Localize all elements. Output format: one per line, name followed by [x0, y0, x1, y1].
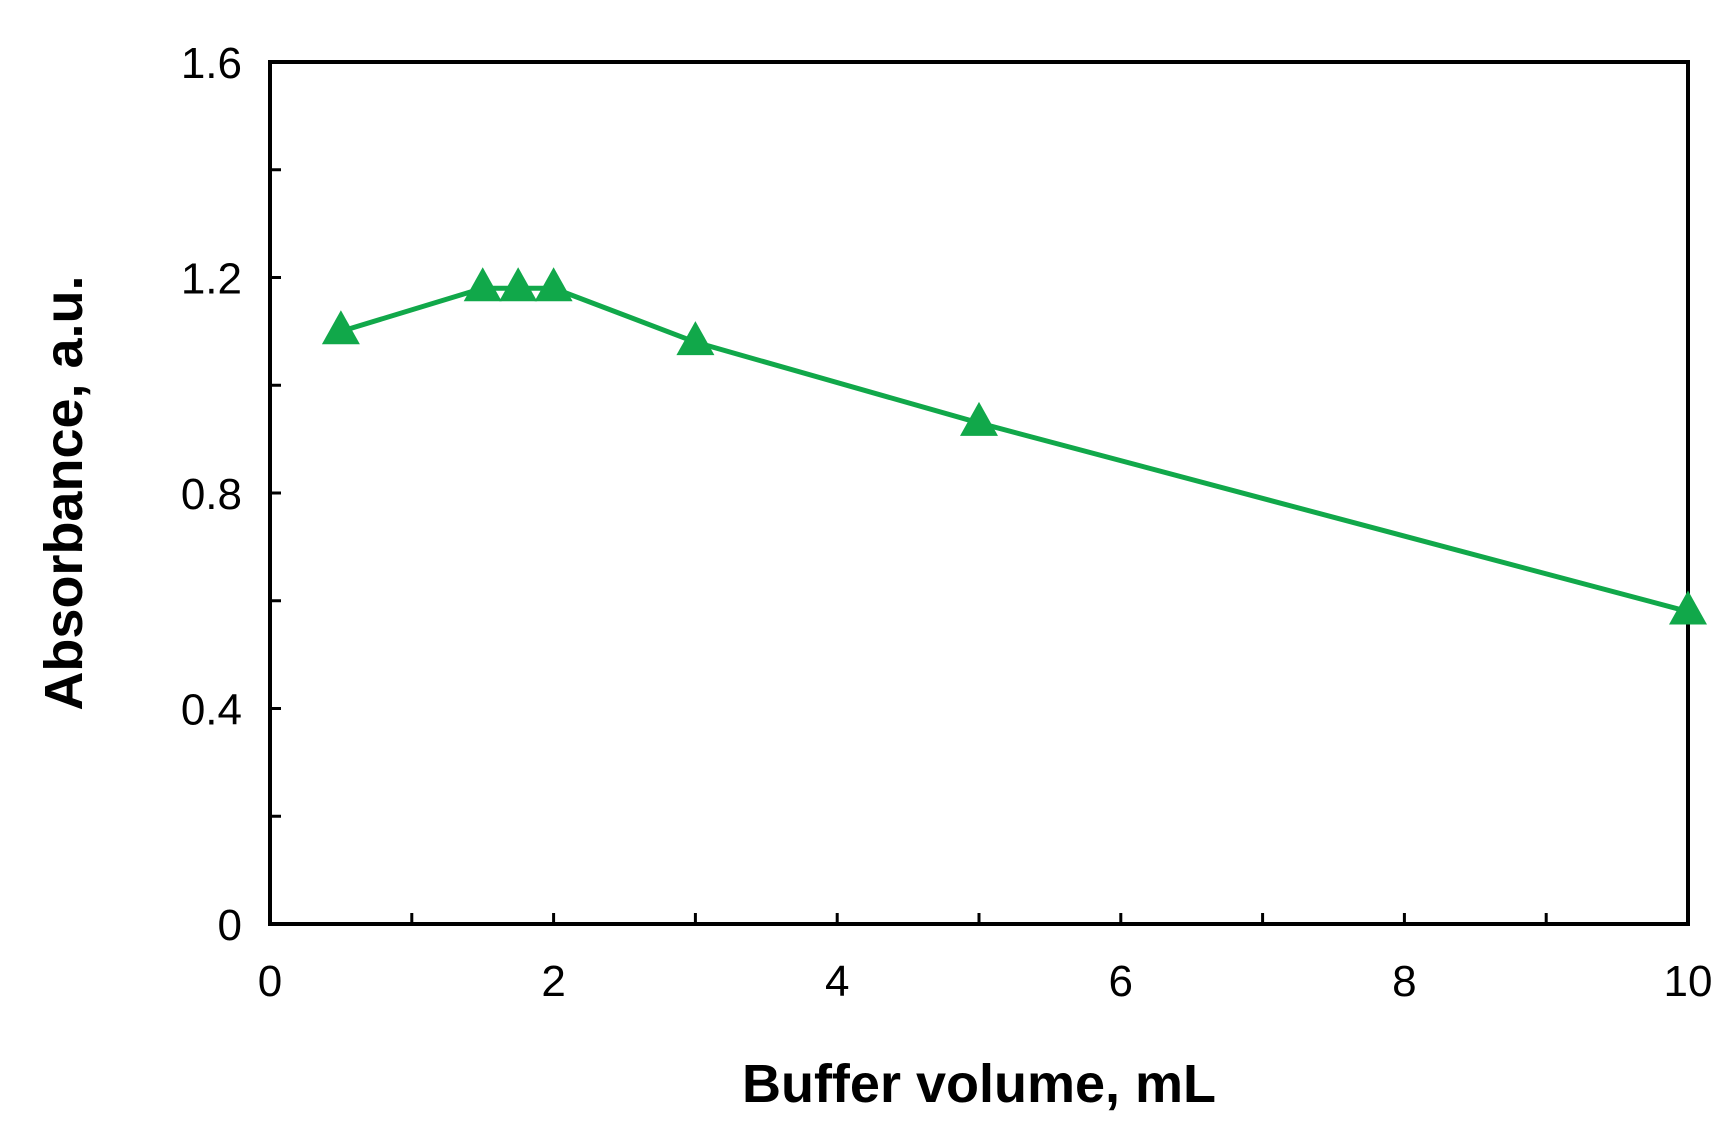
- data-point-triangle: [1669, 590, 1707, 625]
- y-tick-label: 1.2: [181, 255, 242, 304]
- x-tick-label: 6: [1109, 957, 1133, 1006]
- series-group: [321, 267, 1707, 625]
- y-tick-label: 1.6: [181, 39, 242, 88]
- tick-labels: 0 2 4 6 8 10 0 0.4 0.8 1.2 1.6: [181, 39, 1713, 1006]
- y-tick-label: 0.4: [181, 686, 242, 735]
- data-point-triangle: [960, 401, 998, 436]
- y-tick-label: 0.8: [181, 470, 242, 519]
- x-axis-title: Buffer volume, mL: [742, 1054, 1216, 1114]
- x-tick-label: 10: [1664, 957, 1713, 1006]
- y-tick-label: 0: [218, 901, 242, 950]
- x-tick-label: 0: [258, 957, 282, 1006]
- x-tick-label: 2: [541, 957, 565, 1006]
- data-point-triangle: [676, 321, 715, 356]
- data-point-triangle: [321, 310, 360, 345]
- axis-ticks: [270, 168, 1548, 924]
- x-tick-label: 8: [1392, 957, 1416, 1006]
- plot-frame: [268, 60, 1690, 926]
- x-tick-label: 4: [825, 957, 849, 1006]
- series-line: [340, 285, 1689, 614]
- data-point-triangle: [463, 267, 502, 302]
- y-axis-title: Absorbance, a.u.: [34, 275, 94, 710]
- data-point-triangle: [499, 267, 538, 302]
- data-point-triangle: [534, 267, 573, 302]
